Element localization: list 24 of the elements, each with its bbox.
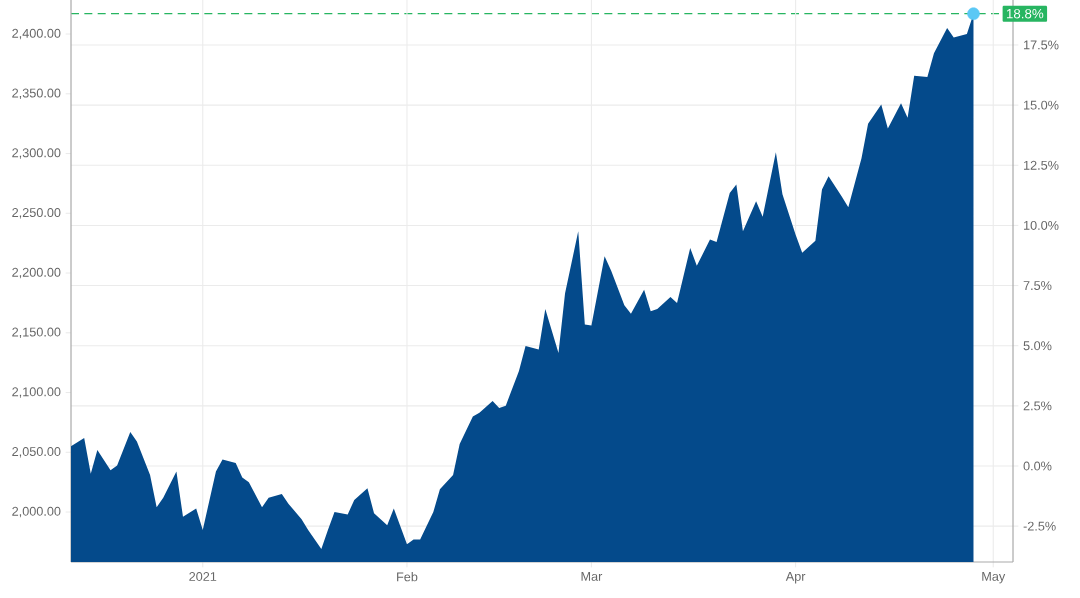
x-tick-label: May (982, 572, 1006, 584)
x-tick-label: Apr (785, 572, 806, 584)
y-tick-label: 2,150.00 (12, 327, 61, 339)
x-tick-label: Feb (397, 572, 418, 582)
y-tick-label: 2,350.00 (12, 88, 61, 100)
y-tick-label: 2,300.00 (12, 148, 61, 159)
y2-tick-label: 7.5% (1023, 281, 1052, 291)
y2-tick-label: 2.5% (1023, 401, 1052, 411)
y-tick-label: 2,100.00 (12, 387, 61, 398)
y-tick-label: 2,200.00 (12, 267, 61, 279)
y2-tick-label: -2.5% (1023, 521, 1056, 531)
y2-tick-label: 0.0% (1023, 461, 1052, 471)
y-tick-label: 2,000.00 (12, 506, 61, 518)
ref-line-label: 18.8% (1006, 8, 1044, 19)
y-tick-label: 2,050.00 (12, 447, 61, 458)
y-tick-label: 2,250.00 (12, 208, 61, 219)
x-tick-label: 2021 (189, 572, 217, 581)
y2-tick-label: 15.0% (1024, 100, 1059, 110)
x-tick-label: Mar (581, 572, 603, 581)
y2-tick-label: 17.5% (1024, 40, 1059, 50)
y-tick-label: 2,400.00 (12, 28, 61, 40)
y2-tick-label: 10.0% (1024, 220, 1059, 230)
y2-tick-label: 5.0% (1023, 341, 1052, 351)
y2-tick-label: 12.5% (1024, 160, 1059, 170)
